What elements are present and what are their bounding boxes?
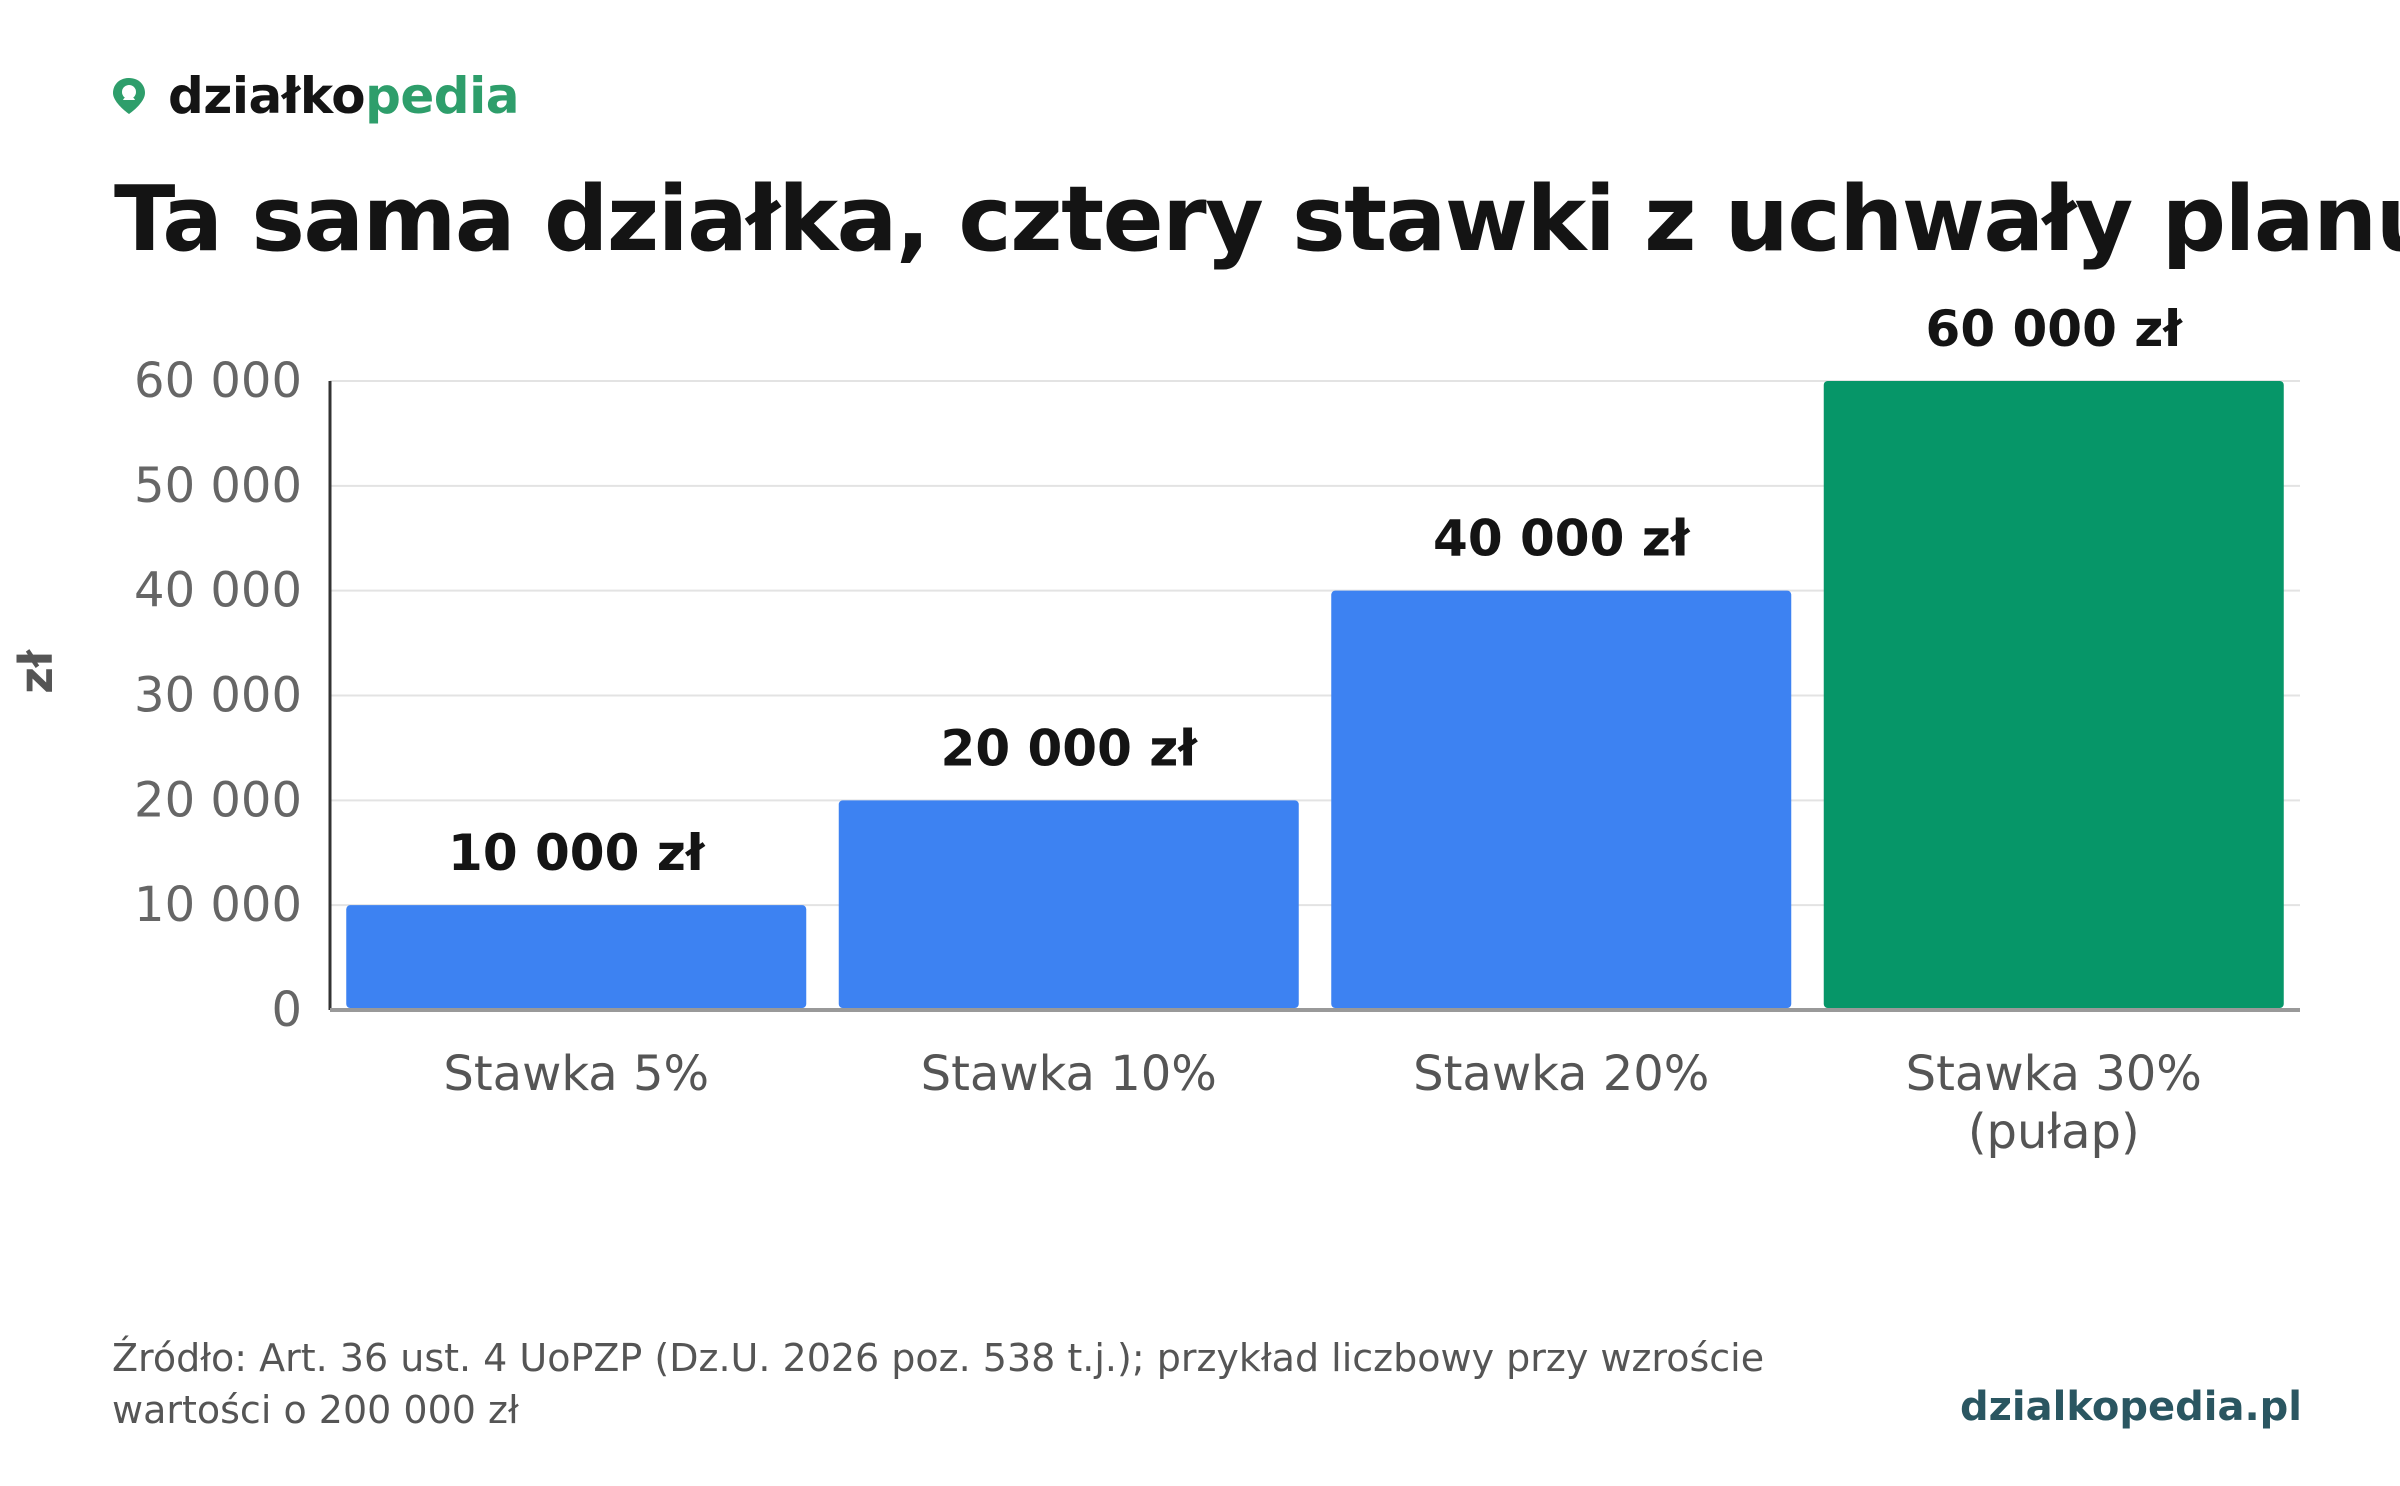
x-tick-label: Stawka 30%: [1906, 1046, 2202, 1102]
site-url: dzialkopedia.pl: [1960, 1384, 2302, 1430]
bar: [838, 800, 1299, 1008]
y-tick-label: 40 000: [134, 563, 302, 619]
data-label: 10 000 zł: [448, 824, 706, 882]
brand-logo: działkopedia: [110, 66, 519, 126]
data-label: 20 000 zł: [941, 719, 1199, 777]
brand-name-accent: pedia: [365, 67, 519, 125]
y-tick-label: 20 000: [134, 772, 302, 828]
data-label: 60 000 zł: [1926, 300, 2184, 358]
brand-name: działkopedia: [168, 67, 519, 125]
y-axis-label: zł: [9, 649, 63, 694]
bar: [1823, 381, 2284, 1008]
bar: [1331, 590, 1792, 1008]
map-pin-icon: [113, 78, 145, 114]
bar: [346, 905, 807, 1008]
brand-name-dark: działko: [168, 67, 366, 125]
x-tick-label: Stawka 10%: [921, 1046, 1217, 1102]
data-label: 40 000 zł: [1433, 510, 1691, 568]
y-tick-label: 60 000: [134, 353, 302, 409]
y-tick-label: 10 000: [134, 877, 302, 933]
bar-chart: 0 10 000 20 000 30 000 40 000 50 000 60 000 zł 1…: [9, 300, 2300, 1160]
x-tick-label: (pułap): [1968, 1104, 2140, 1160]
y-tick-label: 0: [271, 982, 302, 1038]
y-tick-label: 30 000: [134, 668, 302, 724]
chart-title: Ta sama działka, cztery stawki z uchwały…: [114, 167, 2400, 272]
source-note: Źródło: Art. 36 ust. 4 UoPZP (Dz.U. 2026…: [112, 1336, 1765, 1432]
y-tick-label: 50 000: [134, 458, 302, 514]
x-tick-label: Stawka 5%: [443, 1046, 709, 1102]
x-tick-label: Stawka 20%: [1413, 1046, 1709, 1102]
